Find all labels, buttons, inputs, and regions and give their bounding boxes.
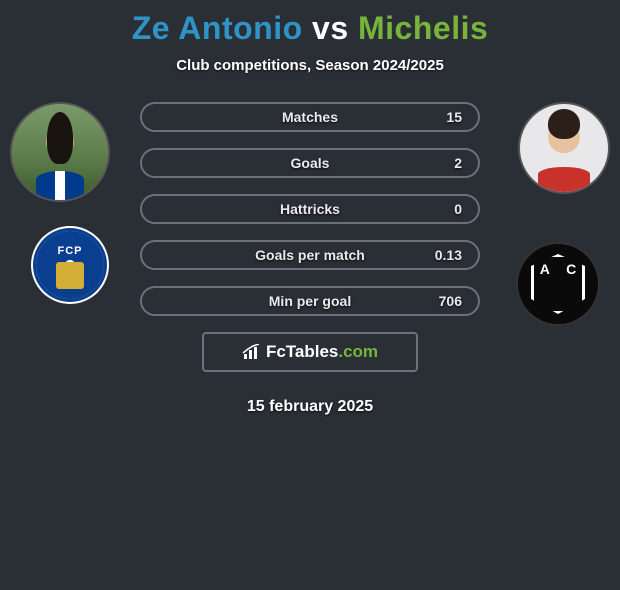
subtitle: Club competitions, Season 2024/2025 — [0, 57, 620, 74]
player1-avatar — [10, 102, 110, 202]
brand-badge: FcTables.com — [202, 332, 418, 372]
stat-row: Goals 2 — [140, 148, 480, 178]
stat-right-value: 0 — [454, 201, 462, 217]
stat-right-value: 15 — [446, 109, 462, 125]
stat-row: Matches 15 — [140, 102, 480, 132]
stat-right-value: 706 — [439, 293, 462, 309]
player2-club-crest — [516, 242, 600, 326]
player2-avatar — [518, 102, 610, 194]
stat-row: Hattricks 0 — [140, 194, 480, 224]
brand-name: FcTables — [266, 342, 338, 361]
player1-name: Ze Antonio — [132, 10, 303, 46]
stat-label: Hattricks — [142, 201, 478, 217]
brand-text: FcTables.com — [266, 342, 378, 362]
stat-row: Min per goal 706 — [140, 286, 480, 316]
date-label: 15 february 2025 — [0, 398, 620, 416]
content-area: Matches 15 Goals 2 Hattricks 0 Goals per… — [0, 102, 620, 416]
stat-right-value: 0.13 — [435, 247, 462, 263]
brand-domain: .com — [338, 342, 378, 361]
stat-row: Goals per match 0.13 — [140, 240, 480, 270]
stat-right-value: 2 — [454, 155, 462, 171]
stat-label: Goals per match — [142, 247, 478, 263]
player2-name: Michelis — [358, 10, 488, 46]
comparison-title: Ze Antonio vs Michelis — [0, 10, 620, 47]
stat-label: Goals — [142, 155, 478, 171]
chart-icon — [242, 344, 262, 360]
vs-separator: vs — [312, 10, 349, 46]
player1-club-crest — [20, 215, 120, 315]
stat-label: Matches — [142, 109, 478, 125]
stat-label: Min per goal — [142, 293, 478, 309]
stats-list: Matches 15 Goals 2 Hattricks 0 Goals per… — [140, 102, 480, 316]
